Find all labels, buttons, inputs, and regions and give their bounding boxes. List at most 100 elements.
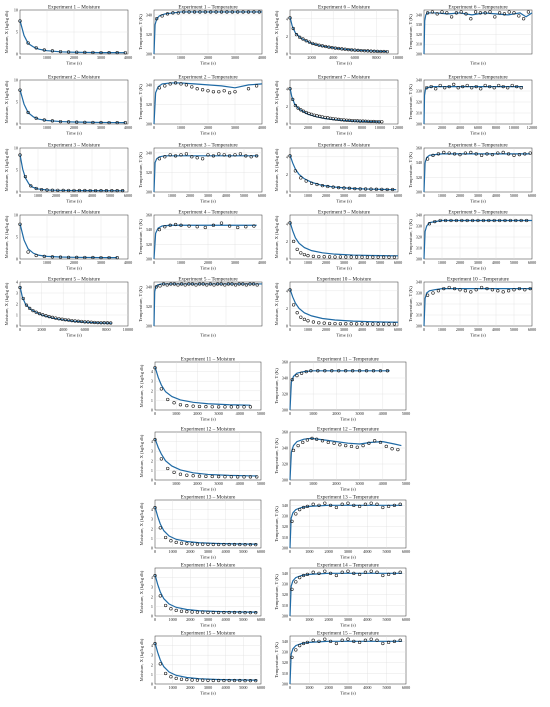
data-point	[294, 580, 298, 584]
data-point	[443, 218, 448, 223]
data-point	[216, 678, 221, 683]
x-tick-label: 3000	[231, 125, 239, 130]
x-tick-label: 6000	[474, 125, 482, 130]
data-point	[179, 541, 184, 545]
data-point	[233, 90, 237, 94]
data-point	[465, 218, 469, 223]
data-point	[298, 35, 302, 39]
x-tick-label: 1000	[43, 260, 51, 265]
data-point	[238, 610, 242, 615]
data-point	[197, 474, 202, 478]
x-tick-label: 0	[154, 549, 156, 554]
data-point	[115, 256, 119, 260]
x-tick-label: 1000	[309, 411, 317, 416]
data-point	[317, 639, 321, 643]
data-point	[449, 218, 453, 223]
data-point	[373, 439, 377, 443]
data-point	[227, 610, 231, 615]
y-tick-label: 320	[146, 32, 152, 37]
data-point	[301, 440, 305, 445]
data-point	[438, 218, 442, 223]
data-point	[238, 152, 243, 156]
data-point	[165, 12, 170, 16]
data-point	[179, 153, 183, 157]
data-point	[255, 475, 259, 479]
data-point	[201, 282, 205, 286]
y-tick-label: 320	[416, 32, 422, 37]
data-point	[295, 311, 299, 315]
data-point	[242, 475, 246, 479]
data-point	[469, 290, 473, 294]
data-point	[198, 10, 202, 14]
y-tick-label: 3	[151, 653, 153, 658]
data-point	[349, 322, 353, 326]
y-tick-label: 310	[416, 313, 422, 318]
data-point	[311, 502, 315, 506]
data-point	[517, 152, 522, 157]
data-point	[333, 46, 337, 50]
data-point	[230, 282, 234, 286]
chart-title: Experiment 8 – Temperature	[448, 143, 508, 149]
y-tick-label: 300	[416, 122, 422, 127]
data-point	[372, 49, 376, 53]
x-tick-label: 6000	[394, 327, 402, 332]
data-point	[123, 51, 127, 55]
x-tick-label: 3000	[231, 55, 239, 60]
data-point	[447, 285, 451, 290]
data-point	[305, 504, 310, 509]
data-point	[159, 387, 163, 391]
y-axis-label: Temperature, T (K)	[138, 14, 144, 50]
x-axis-label: Time (s)	[340, 691, 356, 696]
x-tick-label: 3000	[344, 549, 352, 554]
panel-e14t: 0 1000 2000 3000 4000 5000 6000 300 310 320 330 340…	[274, 563, 410, 628]
data-point	[488, 10, 492, 14]
x-tick-label: 10000	[509, 125, 519, 130]
data-point	[89, 320, 93, 324]
data-point	[195, 610, 200, 614]
y-tick-label: 0	[286, 190, 288, 195]
data-point	[86, 320, 90, 324]
data-point	[34, 186, 38, 191]
data-point	[157, 157, 162, 161]
data-point	[291, 303, 296, 307]
data-point	[358, 187, 362, 191]
x-tick-label: 6000	[402, 549, 410, 554]
data-point	[206, 610, 210, 614]
y-axis-label: Moisture, X (kg/kg db)	[274, 148, 280, 191]
model-line	[153, 11, 262, 55]
y-tick-label: 10	[14, 78, 18, 83]
data-point	[316, 369, 320, 373]
y-tick-label: 0	[16, 257, 18, 262]
data-point	[243, 679, 247, 683]
data-point	[41, 313, 45, 317]
data-point	[99, 50, 103, 55]
data-point	[18, 88, 22, 92]
data-point	[195, 87, 199, 91]
data-point	[172, 470, 176, 474]
y-tick-label: 300	[146, 122, 152, 127]
data-point	[301, 505, 306, 510]
data-point	[73, 319, 77, 323]
y-tick-label: 320	[416, 235, 422, 240]
x-axis-label: Time (s)	[470, 333, 486, 338]
data-point	[232, 542, 237, 547]
y-tick-label: 0	[151, 682, 153, 687]
y-tick-label: 310	[282, 603, 288, 608]
x-tick-label: 5000	[402, 481, 410, 486]
x-tick-label: 4000	[363, 549, 371, 554]
x-tick-label: 4000	[124, 260, 132, 265]
data-point	[392, 255, 397, 259]
x-tick-label: 0	[19, 193, 21, 198]
data-point	[115, 189, 119, 193]
data-point	[244, 225, 248, 229]
x-tick-label: 10000	[375, 125, 385, 130]
data-point	[210, 474, 214, 479]
chart-title: Experiment 4 – Moisture	[48, 210, 101, 216]
data-point	[357, 640, 362, 645]
x-axis-label: Time (s)	[340, 623, 356, 628]
y-tick-label: 2	[286, 239, 288, 244]
data-point	[168, 223, 172, 227]
x-tick-label: 0	[289, 481, 291, 486]
panel-e6t: 300 310 320 330 340 Experiment 6 – Temperatur…	[408, 5, 533, 66]
chart-title: Experiment 14 – Moisture	[181, 563, 236, 569]
